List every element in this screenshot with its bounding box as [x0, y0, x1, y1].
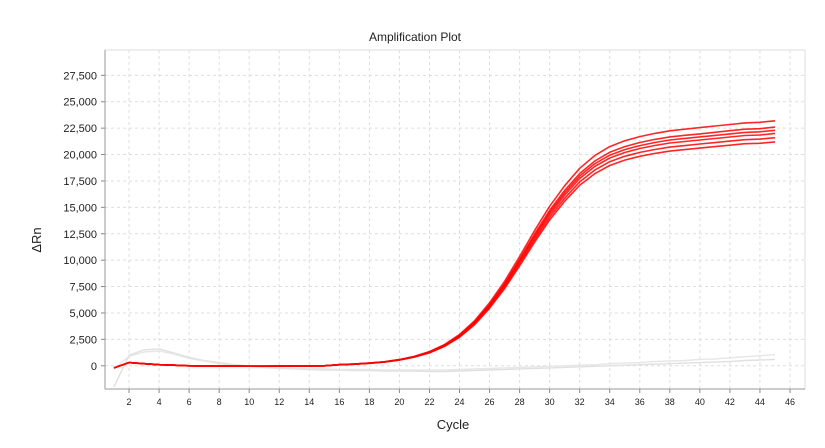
x-tick-label: 34 [605, 397, 615, 407]
x-tick-label: 2 [127, 397, 132, 407]
y-tick-label: 0 [91, 361, 97, 373]
axes [104, 50, 805, 390]
x-tick-label: 18 [364, 397, 374, 407]
grid [104, 49, 806, 390]
x-tick-label: 44 [755, 397, 765, 407]
x-tick-label: 36 [635, 397, 645, 407]
x-tick-label: 20 [394, 397, 404, 407]
y-tick-label: 27,500 [63, 70, 97, 82]
y-tick-label: 5,000 [69, 308, 97, 320]
x-tick-label: 14 [304, 397, 314, 407]
x-tick-label: 16 [334, 397, 344, 407]
y-tick-label: 25,000 [63, 97, 97, 109]
plot-area [104, 49, 806, 390]
x-axis-label: Cycle [437, 417, 470, 432]
x-tick-label: 42 [725, 397, 735, 407]
series-lines [113, 120, 776, 388]
y-tick-label: 2,500 [69, 334, 97, 346]
x-tick-label: 26 [485, 397, 495, 407]
x-tick-label: 8 [217, 397, 222, 407]
y-tick-label: 17,500 [63, 176, 97, 188]
background-curve [113, 348, 776, 388]
background-curve [113, 350, 776, 371]
x-tick-label: 40 [695, 397, 705, 407]
y-tick-label: 10,000 [63, 255, 97, 267]
x-tick-label: 10 [244, 397, 254, 407]
x-tick-label: 4 [157, 397, 162, 407]
amplification-curve [113, 141, 776, 369]
x-tick-label: 24 [454, 397, 464, 407]
axis-ticks: 2 4 6 8 10 12 14 16 18 20 22 24 26 28 30 32 34 36 38 40 42 44… [63, 70, 795, 407]
y-axis-label: ΔRn [29, 227, 44, 252]
x-tick-label: 12 [274, 397, 284, 407]
x-tick-label: 46 [785, 397, 795, 407]
x-tick-label: 6 [187, 397, 192, 407]
x-tick-label: 28 [515, 397, 525, 407]
x-tick-label: 32 [575, 397, 585, 407]
x-tick-label: 38 [665, 397, 675, 407]
chart-title: Amplification Plot [369, 30, 462, 44]
x-tick-label: 30 [545, 397, 555, 407]
y-tick-label: 22,500 [63, 123, 97, 135]
y-tick-label: 12,500 [63, 229, 97, 241]
x-tick-label: 22 [424, 397, 434, 407]
y-tick-label: 7,500 [69, 282, 97, 294]
y-tick-label: 20,000 [63, 150, 97, 162]
y-tick-label: 15,000 [63, 202, 97, 214]
